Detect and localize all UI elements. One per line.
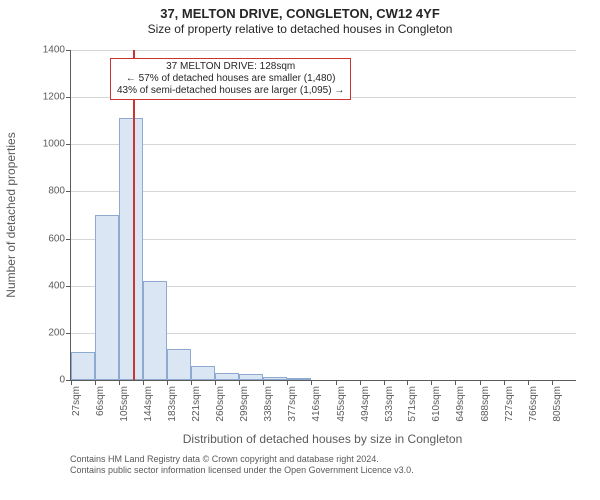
x-tick-label: 416sqm: [311, 386, 322, 422]
histogram-bar: [71, 352, 95, 380]
y-tick-label: 1200: [43, 92, 71, 103]
annotation-line: ← 57% of detached houses are smaller (1,…: [117, 73, 344, 85]
x-tick-label: 649sqm: [455, 386, 466, 422]
x-tick: [431, 380, 432, 385]
x-tick: [407, 380, 408, 385]
x-tick-label: 66sqm: [95, 386, 106, 416]
y-tick-label: 1400: [43, 45, 71, 56]
histogram-bar: [143, 281, 167, 380]
x-tick-label: 377sqm: [287, 386, 298, 422]
x-tick-label: 688sqm: [480, 386, 491, 422]
x-tick: [480, 380, 481, 385]
x-tick: [552, 380, 553, 385]
x-tick-label: 727sqm: [504, 386, 515, 422]
x-tick: [455, 380, 456, 385]
histogram-bar: [119, 118, 143, 380]
annotation-line: 43% of semi-detached houses are larger (…: [117, 85, 344, 97]
x-tick-label: 183sqm: [167, 386, 178, 422]
x-tick-label: 299sqm: [239, 386, 250, 422]
y-tick-label: 200: [48, 327, 71, 338]
x-tick: [143, 380, 144, 385]
y-tick-label: 0: [59, 375, 71, 386]
x-tick-label: 260sqm: [215, 386, 226, 422]
page-title: 37, MELTON DRIVE, CONGLETON, CW12 4YF: [0, 0, 600, 22]
histogram-bar: [263, 377, 287, 380]
x-tick: [504, 380, 505, 385]
gridline: [71, 191, 576, 192]
x-tick: [287, 380, 288, 385]
footer-line: Contains public sector information licen…: [70, 465, 414, 476]
y-axis-label: Number of detached properties: [4, 132, 18, 297]
x-tick-label: 494sqm: [360, 386, 371, 422]
x-tick: [239, 380, 240, 385]
y-tick-label: 600: [48, 233, 71, 244]
gridline: [71, 144, 576, 145]
x-tick-label: 766sqm: [528, 386, 539, 422]
gridline: [71, 239, 576, 240]
x-tick-label: 144sqm: [143, 386, 154, 422]
x-tick: [119, 380, 120, 385]
histogram-bar: [239, 374, 263, 380]
page-subtitle: Size of property relative to detached ho…: [0, 22, 600, 36]
x-tick-label: 221sqm: [191, 386, 202, 422]
x-tick: [384, 380, 385, 385]
x-tick: [71, 380, 72, 385]
x-tick: [167, 380, 168, 385]
histogram-bar: [95, 215, 119, 380]
gridline: [71, 50, 576, 51]
annotation-box: 37 MELTON DRIVE: 128sqm ← 57% of detache…: [110, 58, 351, 100]
chart-container: 37, MELTON DRIVE, CONGLETON, CW12 4YF Si…: [0, 0, 600, 500]
footer-line: Contains HM Land Registry data © Crown c…: [70, 454, 414, 465]
histogram-bar: [287, 378, 311, 380]
y-tick-label: 400: [48, 280, 71, 291]
x-tick-label: 27sqm: [71, 386, 82, 416]
y-tick-label: 800: [48, 186, 71, 197]
x-tick-label: 338sqm: [263, 386, 274, 422]
x-tick: [215, 380, 216, 385]
footer-attribution: Contains HM Land Registry data © Crown c…: [70, 454, 414, 477]
x-tick-label: 805sqm: [552, 386, 563, 422]
y-tick-label: 1000: [43, 139, 71, 150]
x-tick-label: 533sqm: [384, 386, 395, 422]
x-tick-label: 455sqm: [336, 386, 347, 422]
x-tick: [528, 380, 529, 385]
x-tick: [191, 380, 192, 385]
x-tick: [311, 380, 312, 385]
x-axis-label: Distribution of detached houses by size …: [70, 432, 575, 446]
annotation-line: 37 MELTON DRIVE: 128sqm: [117, 61, 344, 73]
x-tick-label: 105sqm: [119, 386, 130, 422]
histogram-bar: [191, 366, 215, 380]
x-tick-label: 571sqm: [407, 386, 418, 422]
x-tick: [95, 380, 96, 385]
histogram-bar: [167, 349, 190, 380]
histogram-bar: [215, 373, 239, 380]
x-tick-label: 610sqm: [431, 386, 442, 422]
x-tick: [263, 380, 264, 385]
x-tick: [360, 380, 361, 385]
x-tick: [336, 380, 337, 385]
